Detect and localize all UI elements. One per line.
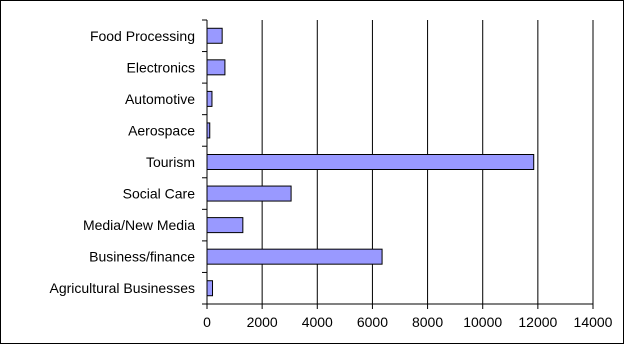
bar: [206, 217, 244, 234]
bar: [206, 248, 383, 265]
axes: [202, 19, 594, 309]
category-label: Electronics: [127, 59, 195, 75]
category-label: Business/finance: [89, 249, 195, 265]
x-tick-label: 0: [203, 314, 211, 330]
category-label: Aerospace: [128, 122, 195, 138]
bar: [206, 280, 214, 297]
x-tick-label: 14000: [574, 314, 613, 330]
category-label: Tourism: [146, 154, 195, 170]
category-label: Food Processing: [90, 28, 195, 44]
x-tick-label: 2000: [247, 314, 278, 330]
x-tick-label: 4000: [302, 314, 333, 330]
bar: [206, 59, 226, 76]
category-label: Automotive: [125, 91, 195, 107]
x-tick-label: 10000: [463, 314, 502, 330]
bars: [206, 27, 535, 297]
bar: [206, 90, 213, 107]
bar: [206, 27, 223, 44]
x-tick-labels: 0 2000 4000 6000 8000 10000 12000 14000: [203, 314, 613, 330]
category-labels: Food Processing Electronics Automotive Aero…: [49, 28, 195, 296]
bar: [206, 185, 292, 202]
category-label: Agricultural Businesses: [49, 280, 195, 296]
category-label: Media/New Media: [83, 217, 195, 233]
x-tick-label: 12000: [518, 314, 557, 330]
x-tick-label: 8000: [412, 314, 443, 330]
x-tick-label: 6000: [357, 314, 388, 330]
bar: [206, 154, 535, 170]
category-label: Social Care: [123, 186, 196, 202]
